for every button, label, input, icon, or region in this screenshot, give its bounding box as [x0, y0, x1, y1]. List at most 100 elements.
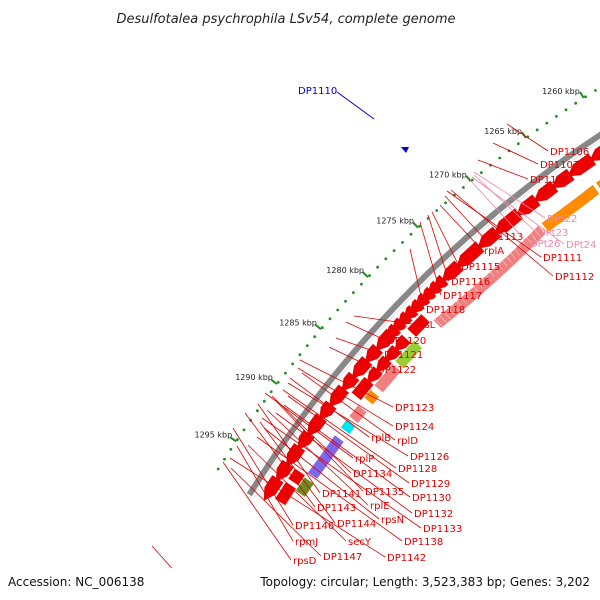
feature-separator	[482, 272, 491, 281]
gene-leader-line	[256, 436, 403, 542]
gene-feature	[589, 145, 600, 162]
gene-leader-line	[328, 346, 376, 370]
tick-dot	[256, 409, 259, 413]
gene-leader-line	[506, 123, 549, 152]
gene-label: DP1134	[353, 469, 392, 480]
feature-separator	[508, 250, 516, 259]
feature-separator	[446, 306, 455, 315]
genome-feature	[596, 180, 600, 189]
gene-label: rpsN	[381, 515, 404, 526]
gene-feature	[263, 475, 284, 501]
gene-leader-line	[477, 159, 529, 180]
gene-leader-line	[257, 403, 321, 494]
map-title: Desulfotalea psychrophila LSv54, complet…	[116, 12, 455, 27]
tick-dot	[328, 317, 332, 321]
gene-label: DP1112	[555, 272, 594, 283]
selected-leader-line	[336, 91, 375, 120]
tick-dot	[401, 241, 404, 244]
feature-separator	[529, 232, 537, 242]
tick-dot	[360, 282, 363, 286]
tick-dot	[584, 95, 587, 99]
feature-layer	[263, 145, 600, 506]
gene-leader-line	[230, 467, 322, 557]
gene-feature	[307, 413, 327, 437]
gene-feature	[375, 355, 392, 374]
tick-mark	[229, 436, 237, 443]
tick-dot	[470, 178, 474, 182]
gene-leader-line	[287, 395, 410, 484]
tick-dot	[242, 428, 246, 432]
gene-leader-line	[439, 204, 483, 251]
gene-label: rpsD	[293, 556, 317, 567]
tick-label: 1290 kbp	[235, 373, 273, 382]
gene-leader-line	[446, 190, 542, 258]
gene-label: rplP	[355, 454, 374, 465]
gene-feature	[567, 153, 597, 177]
tick-dot	[462, 186, 465, 189]
genome-feature	[349, 405, 367, 424]
feature-separator	[495, 261, 504, 270]
feature-separator	[525, 235, 533, 245]
feature-separator	[538, 225, 546, 235]
gene-leader-line	[283, 404, 411, 498]
feature-separator	[434, 318, 443, 327]
feature-separator	[491, 264, 499, 274]
feature-separator	[466, 287, 475, 296]
tick-dot	[262, 399, 266, 403]
feature-separator	[458, 295, 467, 304]
gene-label: DP1132	[414, 509, 453, 520]
gene-label: DP1121	[384, 350, 423, 361]
tick-label: 1285 kbp	[279, 318, 317, 327]
gene-label: DP1107	[540, 160, 579, 171]
gene-leader-line	[431, 211, 460, 267]
gene-leader-line	[247, 444, 347, 542]
gene-feature	[375, 328, 397, 351]
gene-feature	[533, 180, 559, 202]
tick-dot	[236, 438, 239, 441]
tick-dot	[574, 101, 578, 105]
gene-label: DP1122	[377, 365, 416, 376]
tick-dot	[444, 201, 447, 205]
feature-separator	[487, 268, 495, 278]
gene-leader-line	[427, 214, 450, 282]
tick-label: 1280 kbp	[326, 266, 364, 275]
tick-dot	[284, 371, 287, 375]
trna-leader-line	[469, 179, 529, 244]
tick-dot	[276, 381, 280, 384]
selection-marker	[401, 147, 409, 153]
gene-feature	[456, 241, 485, 268]
gene-label: DP1143	[317, 503, 356, 514]
gene-label: DP1147	[323, 552, 362, 563]
feature-separator	[442, 310, 451, 319]
gene-label: rplE	[370, 501, 390, 512]
tick-mark	[362, 271, 369, 278]
label-layer: DP1110 DP1106 DP1107 DP1108 DP1113 DP1111 DP11…	[151, 86, 596, 591]
tick-dot	[435, 209, 439, 212]
gene-label: secY	[348, 537, 372, 548]
tick-dot	[480, 171, 483, 175]
gene-label: DP1138	[404, 537, 443, 548]
gene-leader-line	[232, 427, 294, 526]
tick-dot	[516, 142, 520, 146]
gene-feature	[351, 356, 373, 379]
tick-label: 1260 kbp	[542, 87, 580, 96]
gene-leader-line	[299, 359, 394, 408]
tick-dot	[368, 274, 371, 277]
trna-leader-line	[473, 174, 537, 233]
gene-label: DP1146	[295, 521, 334, 532]
accession-text: Accession: NC_006138	[8, 575, 144, 589]
genome-backbone	[246, 131, 600, 497]
gene-feature	[494, 208, 524, 235]
feature-separator	[438, 314, 447, 323]
tick-label: 1275 kbp	[376, 217, 414, 226]
tick-dot	[229, 447, 233, 451]
tick-dot	[336, 308, 340, 312]
tick-label: 1265 kbp	[484, 127, 522, 136]
feature-separator	[520, 239, 529, 249]
feature-separator	[503, 253, 512, 263]
feature-separator	[499, 257, 508, 267]
selected-gene-label: DP1110	[298, 86, 337, 97]
tick-label: 1270 kbp	[429, 170, 467, 179]
